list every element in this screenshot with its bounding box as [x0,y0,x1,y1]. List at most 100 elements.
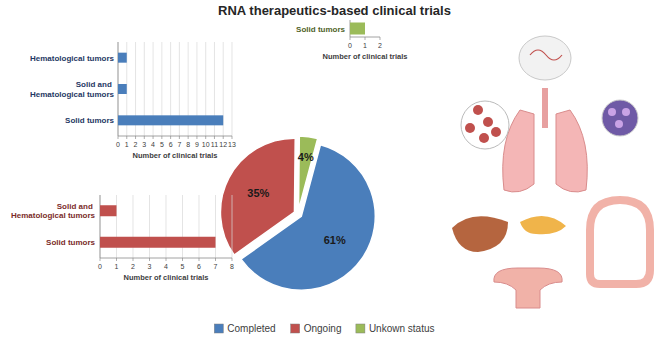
chart-title: RNA therapeutics-based clinical trials [218,3,451,18]
cell-nucleus [608,108,616,116]
grid-line [149,195,150,258]
bar [118,84,127,94]
tick-mark [365,37,366,40]
organ-icons [452,36,650,308]
lung-right [556,110,587,192]
grid-line [232,195,233,258]
tick-mark [116,258,117,261]
tick-label: 2 [131,263,135,270]
blood-cell [479,133,489,143]
bar [118,53,127,63]
axis-label: Number of clinical trials [322,52,407,61]
bar-chart: 012345678910111213Hematological tumorsSo… [30,42,236,160]
category-label: Solid tumors [296,25,345,34]
tick-mark [199,258,200,261]
grid-line [166,195,167,258]
data-label: 61% [324,234,346,246]
tick-label: 4 [164,263,168,270]
tick-label: 13 [228,141,236,148]
tick-label: 2 [134,141,138,148]
colon-icon [590,200,650,284]
brain-icon [519,36,571,80]
tick-mark [350,37,351,40]
bar [350,23,365,35]
blood-cell [491,127,501,137]
tick-mark [215,258,216,261]
tick-mark [144,136,145,139]
tick-mark [118,136,119,139]
bar-chart: 012345678Solid and Hematological tumorsS… [11,195,234,282]
tick-label: 7 [214,263,218,270]
bars [350,23,365,35]
legend-label: Completed [227,323,275,334]
tick-mark [161,136,162,139]
tick-label: 5 [160,141,164,148]
tick-mark [170,136,171,139]
bar [100,237,216,248]
pancreas-icon [520,216,566,234]
tick-mark [166,258,167,261]
tick-mark [149,258,150,261]
cell-nucleus [615,120,623,128]
data-label: 35% [247,187,269,199]
tick-label: 1 [115,263,119,270]
tick-mark [133,258,134,261]
text-line: Hematological tumors [30,90,115,99]
tick-mark [135,136,136,139]
grid-line [182,195,183,258]
liver-icon [452,216,508,252]
x-axis [118,136,232,137]
tick-label: 10 [202,141,210,148]
y-axis [100,195,101,258]
tick-mark [179,136,180,139]
tick-label: 1 [363,42,367,49]
tick-label: 0 [98,263,102,270]
tick-label: 3 [148,263,152,270]
text-line: Hematological tumors [11,211,96,220]
tick-label: 6 [197,263,201,270]
tick-label: 2 [378,42,382,49]
legend-swatch [214,324,223,333]
tick-label: 8 [186,141,190,148]
tick-mark [182,258,183,261]
tick-mark [380,37,381,40]
bar [118,115,223,125]
tick-label: 8 [230,263,234,270]
tick-label: 9 [195,141,199,148]
x-axis [350,37,380,38]
blood-cell [473,105,483,115]
tick-label: 7 [177,141,181,148]
category-label: Solid tumors [65,116,114,125]
legend: Completed Ongoing Unkown status [214,323,434,334]
tick-mark [100,258,101,261]
chart-root: RNA therapeutics-based clinical trials61… [0,0,669,348]
x-axis [100,258,232,259]
brain-vessel [530,50,562,60]
category-label: Solid tumors [46,238,95,247]
tick-label: 11 [211,141,218,148]
tick-label: 0 [348,42,352,49]
grid-line [100,195,101,258]
bars [100,205,216,248]
tick-label: 1 [125,141,129,148]
pie-labels: 61% 35% 4% [247,151,346,245]
pie [220,136,375,290]
legend-swatch [356,324,365,333]
legend-label: Unkown status [369,323,435,334]
category-label: Hematological tumors [30,54,115,63]
grid-line [215,195,216,258]
tick-mark [205,136,206,139]
tick-mark [196,136,197,139]
bars [118,53,223,126]
bar [100,205,117,216]
data-label: 4% [298,151,314,163]
grid-line [199,195,200,258]
blood-cell [465,123,475,133]
category-label: Solid and Hematological tumors [30,80,115,98]
legend-label: Ongoing [304,323,342,334]
tick-mark [188,136,189,139]
tick-mark [153,136,154,139]
axis-label: Number of clinical trials [123,273,208,282]
tick-label: 0 [116,141,120,148]
grid-line [133,195,134,258]
